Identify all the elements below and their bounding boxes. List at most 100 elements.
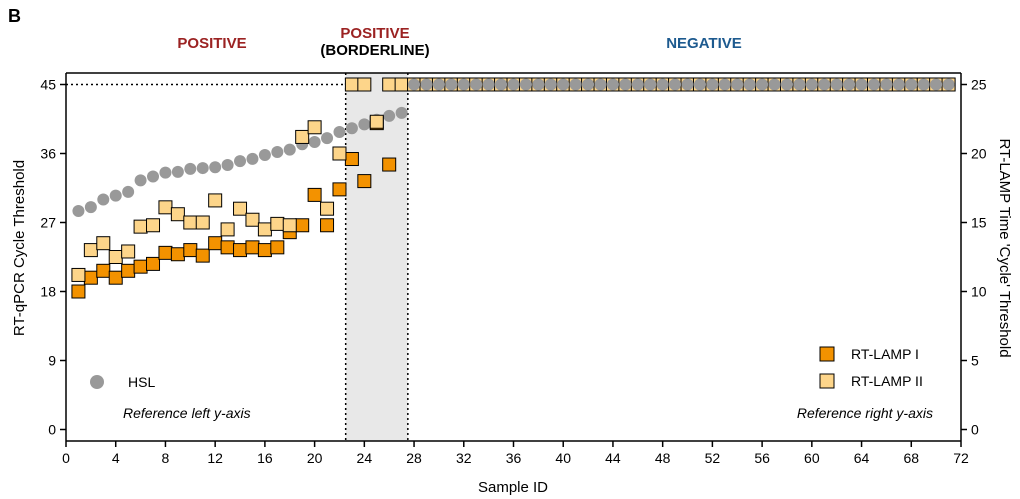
rt-lamp-2-point — [220, 222, 235, 237]
rt-lamp-2-point — [270, 216, 285, 231]
hsl-point-negative — [569, 78, 582, 91]
hsl-point-negative — [457, 78, 470, 91]
rt-lamp-1-point — [146, 256, 161, 271]
hsl-point-negative — [669, 78, 682, 91]
hsl-point-negative — [432, 78, 445, 91]
hsl-point-negative — [631, 78, 644, 91]
region-positive-label: POSITIVE — [177, 35, 246, 52]
hsl-point — [395, 106, 408, 119]
hsl-point-negative — [942, 78, 955, 91]
rt-lamp-1-point — [357, 174, 372, 189]
hsl-point — [358, 118, 371, 131]
rt-lamp-2-point — [83, 243, 98, 258]
x-tick-label: 72 — [953, 450, 969, 466]
y-tick-label: 45 — [40, 77, 56, 93]
hsl-point-negative — [830, 78, 843, 91]
y2-axis-label: RT-LAMP Time 'Cycle' Threshold — [996, 138, 1013, 357]
rt-lamp-2-point — [382, 77, 397, 92]
hsl-point-negative — [408, 78, 421, 91]
rt-lamp-2-point — [257, 222, 272, 237]
hsl-point — [147, 170, 160, 183]
hsl-point — [122, 185, 135, 198]
hsl-point-negative — [843, 78, 856, 91]
hsl-point — [184, 162, 197, 175]
y2-tick-label: 5 — [971, 353, 979, 369]
y-tick-label: 0 — [48, 422, 56, 438]
legend-lamp1-marker — [819, 346, 835, 362]
hsl-point-negative — [420, 78, 433, 91]
hsl-point-negative — [470, 78, 483, 91]
hsl-point-negative — [793, 78, 806, 91]
hsl-point — [134, 174, 147, 187]
rt-lamp-1-point — [245, 240, 260, 255]
y2-tick-label: 10 — [971, 284, 987, 300]
hsl-point-negative — [445, 78, 458, 91]
x-tick-label: 36 — [506, 450, 522, 466]
x-tick-label: 28 — [406, 450, 422, 466]
rt-lamp-1-point — [195, 248, 210, 263]
hsl-point-negative — [557, 78, 570, 91]
rt-lamp-1-point — [332, 182, 347, 197]
rt-lamp-2-point — [394, 77, 409, 92]
legend-lamp2-label: RT-LAMP II — [851, 373, 923, 389]
x-tick-label: 64 — [854, 450, 870, 466]
rt-lamp-2-point — [146, 218, 161, 233]
rt-lamp-1-point — [133, 259, 148, 274]
hsl-point — [345, 122, 358, 135]
hsl-point-negative — [606, 78, 619, 91]
x-tick-label: 60 — [804, 450, 820, 466]
hsl-point — [171, 165, 184, 178]
rt-lamp-2-point — [307, 120, 322, 135]
note-right-axis: Reference right y-axis — [797, 405, 933, 421]
hsl-point-negative — [544, 78, 557, 91]
hsl-point — [159, 166, 172, 179]
x-axis-label: Sample ID — [478, 479, 548, 496]
hsl-point-negative — [532, 78, 545, 91]
x-tick-label: 4 — [112, 450, 120, 466]
x-tick-label: 16 — [257, 450, 273, 466]
hsl-point-negative — [892, 78, 905, 91]
hsl-point-negative — [917, 78, 930, 91]
rt-lamp-1-point — [170, 247, 185, 262]
y2-tick-label: 15 — [971, 214, 987, 230]
hsl-point-negative — [743, 78, 756, 91]
hsl-point-negative — [855, 78, 868, 91]
y-tick-label: 27 — [40, 215, 56, 231]
y-axis-label: RT-qPCR Cycle Threshold — [11, 160, 28, 336]
x-tick-label: 68 — [903, 450, 919, 466]
hsl-point — [321, 132, 334, 145]
rt-lamp-2-point — [295, 129, 310, 144]
hsl-point-negative — [768, 78, 781, 91]
rt-lamp-2-point — [158, 200, 173, 215]
rt-lamp-1-point — [307, 187, 322, 202]
hsl-point — [196, 162, 209, 175]
rt-lamp-2-point — [121, 244, 136, 259]
hsl-point — [84, 201, 97, 214]
rt-lamp-1-point — [96, 263, 111, 278]
rt-lamp-2-point — [245, 212, 260, 227]
x-tick-label: 52 — [705, 450, 721, 466]
hsl-point-negative — [681, 78, 694, 91]
hsl-point-negative — [818, 78, 831, 91]
rt-lamp-2-point — [108, 250, 123, 264]
hsl-point-negative — [507, 78, 520, 91]
rt-lamp-1-point — [382, 157, 397, 172]
rt-lamp-2-point — [369, 114, 384, 129]
hsl-point-negative — [495, 78, 508, 91]
hsl-point-negative — [880, 78, 893, 91]
hsl-point-negative — [706, 78, 719, 91]
y2-tick-label: 25 — [971, 76, 987, 92]
hsl-point — [221, 159, 234, 171]
rt-lamp-1-point — [108, 270, 123, 285]
borderline-band — [345, 73, 408, 441]
rt-lamp-2-point — [357, 77, 372, 92]
rt-lamp-1-point — [83, 270, 98, 285]
hsl-point — [109, 189, 122, 202]
x-tick-label: 8 — [162, 450, 170, 466]
rt-lamp-2-point — [320, 201, 335, 216]
legend-hsl-label: HSL — [128, 374, 155, 390]
rt-lamp-1-point — [270, 240, 285, 255]
legend-lamp2-marker — [819, 373, 835, 389]
rt-lamp-1-point — [208, 236, 223, 251]
